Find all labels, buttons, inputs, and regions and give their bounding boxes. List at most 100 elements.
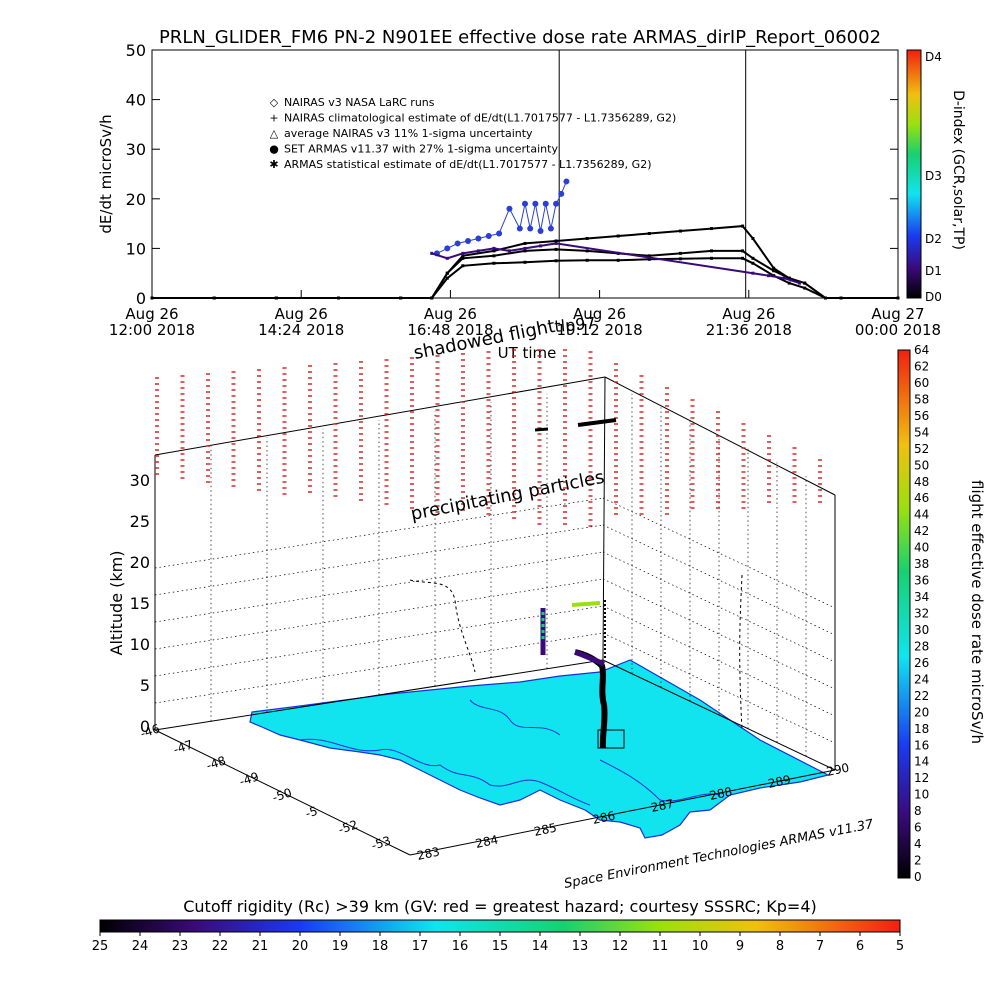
- dose-rate-tick-label: 22: [914, 689, 929, 703]
- track-box: [597, 729, 625, 749]
- top-vertical-markers: [558, 50, 747, 298]
- series-point: [766, 274, 770, 278]
- dose-rate-tick-label: 2: [914, 854, 922, 868]
- cutoff-tick-label: 12: [612, 939, 629, 954]
- cutoff-tick-label: 20: [292, 939, 309, 954]
- series-point: [839, 296, 843, 300]
- series-point: [492, 261, 496, 265]
- series-point: [710, 256, 713, 260]
- flight-track-purple: [574, 649, 606, 667]
- series-point: [492, 246, 496, 250]
- cutoff-tick-label: 7: [816, 939, 824, 954]
- dindex-tick-label: D3: [925, 169, 942, 183]
- series-point: [554, 239, 558, 243]
- series-point: [647, 232, 651, 236]
- dose-rate-tick-label: 44: [914, 508, 929, 522]
- series-point: [823, 296, 827, 300]
- cutoff-colorbar-label: Cutoff rigidity (Rc) >39 km (GV: red = g…: [183, 897, 817, 916]
- cutoff-tick-label: 16: [452, 939, 469, 954]
- longitude-tick-label: 286: [591, 808, 616, 826]
- legend-entry: ARMAS statistical estimate of dE/dt(L1.7…: [284, 158, 651, 171]
- series-point: [516, 225, 523, 232]
- top-y-axis-label: dE/dt microSv/h: [97, 114, 115, 233]
- altitude-tick-label: 0: [140, 717, 150, 736]
- series-point: [798, 281, 802, 285]
- series-point: [150, 296, 154, 300]
- cutoff-tick-label: 23: [172, 939, 189, 954]
- series-point: [506, 205, 513, 212]
- series-point: [678, 251, 682, 255]
- legend-entry: NAIRAS v3 NASA LaRC runs: [284, 96, 435, 109]
- top-y-tick-label: 30: [126, 140, 146, 159]
- top-legend: ◇ NAIRAS v3 NASA LaRC runs + NAIRAS climato…: [269, 96, 676, 171]
- cutoff-tick-label: 14: [532, 939, 549, 954]
- altitude-tick-label: 5: [140, 676, 150, 695]
- latitude-tick-label: -47: [172, 737, 195, 756]
- legend-entry: NAIRAS climatological estimate of dE/dt(…: [284, 112, 676, 125]
- top-x-axis-label: UT time: [498, 344, 557, 362]
- series-point: [465, 237, 472, 244]
- series-point: [563, 178, 570, 185]
- dindex-axis-label: D-index (GCR,solar,TP): [950, 90, 966, 250]
- series-point: [751, 261, 755, 265]
- cutoff-tick-label: 17: [412, 939, 429, 954]
- longitude-tick-label: 288: [708, 784, 733, 802]
- series-point: [522, 200, 528, 207]
- top-y-ticks: 0 10 20 30 40 50: [126, 41, 898, 308]
- dindex-tick-labels: D4 D3 D2 D1 D0: [925, 50, 942, 304]
- dose-rate-colorbar: 0246810121416182022242628303234363840424…: [897, 343, 986, 884]
- latitude-tick-label: -53: [370, 833, 393, 852]
- altitude-tick-label: 25: [130, 512, 150, 531]
- dose-rate-colorbar-label: flight effective dose rate microSv/h: [968, 480, 986, 744]
- series-point: [212, 296, 216, 300]
- top-y-tick-label: 40: [126, 91, 146, 110]
- series-point: [399, 296, 403, 300]
- ocean-surface: [249, 659, 830, 839]
- series-point: [647, 257, 651, 261]
- top-y-tick-label: 10: [126, 239, 146, 258]
- series-point: [741, 224, 745, 228]
- series-point: [476, 249, 480, 253]
- series-point: [558, 190, 565, 197]
- flight-track: [409, 418, 743, 749]
- series-point: [710, 227, 713, 231]
- dose-rate-tick-label: 28: [914, 639, 929, 653]
- cutoff-tick-label: 21: [252, 939, 269, 954]
- top-series-group: [150, 178, 900, 300]
- top-x-tick-label-date: Aug 27: [871, 305, 924, 323]
- series-point: [741, 256, 745, 260]
- credit-text: Space Environment Technologies ARMAS v11…: [563, 817, 876, 892]
- series-point: [461, 251, 465, 255]
- longitude-tick-label: 285: [533, 820, 558, 838]
- dose-rate-tick-label: 26: [914, 656, 929, 670]
- series-point: [523, 249, 527, 253]
- legend-symbol: ●: [269, 143, 279, 156]
- top-x-tick-label-date: Aug 26: [573, 305, 626, 323]
- series-point: [751, 236, 755, 240]
- cutoff-colorbar-fill: [99, 919, 901, 933]
- legend-symbol: ◇: [270, 96, 279, 109]
- dose-rate-tick-label: 14: [914, 755, 929, 769]
- series-point: [803, 286, 807, 290]
- series-point: [678, 229, 682, 233]
- series-point: [475, 235, 482, 242]
- latitude-tick-labels: -46 -47 -48 -49 -50 -5 -52 -53: [139, 721, 393, 852]
- series-point: [585, 236, 589, 240]
- top-x-tick-label-time: 19:12 2018: [557, 321, 643, 339]
- series-point: [647, 254, 651, 258]
- series-point: [461, 254, 465, 258]
- longitude-tick-label: 290: [825, 760, 850, 778]
- series-line-2: [152, 225, 898, 299]
- dose-rate-tick-label: 16: [914, 738, 929, 752]
- altitude-tick-label: 10: [130, 635, 150, 654]
- top-x-tick-label-time: 00:00 2018: [855, 321, 941, 339]
- coastline-detail: [299, 699, 721, 806]
- series-point: [616, 234, 620, 238]
- dose-rate-tick-label: 50: [914, 458, 929, 472]
- series-point: [554, 241, 558, 245]
- top-x-tick-label-time: 21:36 2018: [706, 321, 792, 339]
- top-x-tick-label-date: Aug 26: [275, 305, 328, 323]
- legend-symbol: ✱: [269, 158, 278, 171]
- latitude-tick-label: -48: [205, 753, 228, 772]
- series-point: [527, 225, 534, 232]
